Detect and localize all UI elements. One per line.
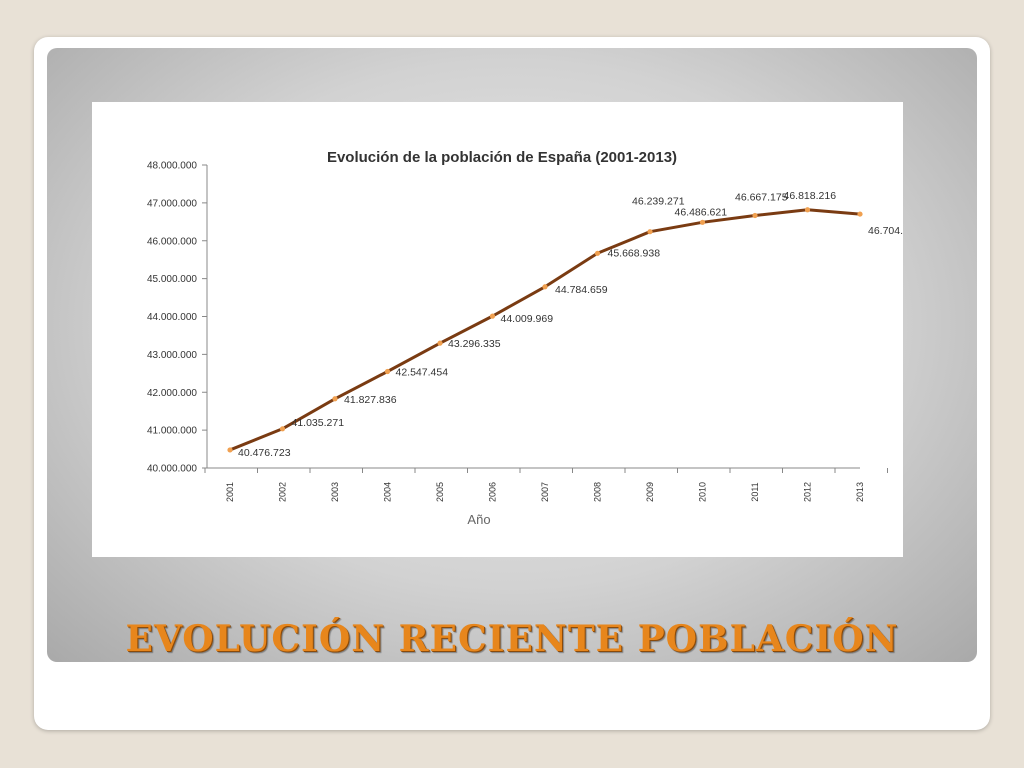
x-tick-label: 2011 xyxy=(750,482,760,501)
x-tick-label: 2007 xyxy=(540,482,550,502)
x-tick-label: 2002 xyxy=(278,482,288,502)
series-points-group xyxy=(227,207,863,453)
y-tick-label: 45.000.000 xyxy=(147,274,197,285)
x-tick-label: 2004 xyxy=(383,482,393,502)
data-label: 46.239.271 xyxy=(632,196,685,208)
x-tick-label: 2010 xyxy=(698,482,708,502)
data-label: 46.818.216 xyxy=(784,190,837,202)
data-point xyxy=(699,219,706,225)
data-point xyxy=(437,340,443,346)
chart-container: Evolución de la población de España (200… xyxy=(92,102,903,557)
x-tick-label: 2001 xyxy=(225,482,235,502)
data-label: 46.667.175 xyxy=(735,191,788,203)
data-label: 45.668.938 xyxy=(608,247,661,259)
y-tick-label: 47.000.000 xyxy=(147,198,197,209)
x-tick-label: 2005 xyxy=(435,482,445,502)
data-point xyxy=(542,284,548,290)
y-tick-label: 41.000.000 xyxy=(147,426,197,437)
x-tick-label: 2008 xyxy=(593,482,603,502)
y-tick-label: 48.000.000 xyxy=(147,161,197,172)
data-point xyxy=(594,250,601,256)
data-label: 44.009.969 xyxy=(501,313,554,325)
y-tick-label: 46.000.000 xyxy=(147,236,197,247)
x-axis-title: Año xyxy=(467,512,490,527)
data-point xyxy=(857,211,863,217)
data-point xyxy=(279,426,286,432)
y-axis: 40.000.000 41.000.000 42.000.000 43.000.000… xyxy=(147,161,208,475)
data-labels-group: 40.476.723 41.035.271 41.827.836 42.547.454… xyxy=(238,190,903,459)
data-point xyxy=(332,396,338,402)
data-point xyxy=(489,313,496,319)
data-label: 44.784.659 xyxy=(555,284,608,296)
data-point xyxy=(384,368,391,375)
chart-title: Evolución de la población de España (200… xyxy=(327,149,677,166)
x-tick-label: 2003 xyxy=(330,482,340,502)
x-tick-label: 2006 xyxy=(488,482,498,502)
y-tick-label: 43.000.000 xyxy=(147,350,197,361)
series-line-group xyxy=(229,208,861,452)
y-tick-label: 44.000.000 xyxy=(147,312,197,323)
x-axis: 2001 2002 2003 2004 2005 2006 2007 2008 2009 2010… xyxy=(204,467,888,502)
data-label: 46.486.621 xyxy=(675,206,728,218)
data-label: 41.827.836 xyxy=(344,394,397,406)
slide-title: EVOLUCIÓN RECIENTE POBLACIÓN xyxy=(125,618,899,660)
x-tick-label: 2013 xyxy=(855,482,865,502)
x-tick-label: 2012 xyxy=(803,482,813,502)
data-point xyxy=(804,207,811,213)
data-label: 43.296.335 xyxy=(448,338,501,350)
data-label: 40.476.723 xyxy=(238,447,291,459)
data-label: 41.035.271 xyxy=(292,417,345,429)
data-point xyxy=(752,212,758,219)
data-point xyxy=(647,229,653,235)
y-tick-label: 42.000.000 xyxy=(147,388,197,399)
data-point xyxy=(227,447,233,453)
x-tick-label: 2009 xyxy=(645,482,655,502)
y-tick-label: 40.000.000 xyxy=(147,464,197,475)
data-label: 42.547.454 xyxy=(396,367,449,379)
series-line xyxy=(229,208,861,452)
population-line-chart: Evolución de la población de España (200… xyxy=(147,149,903,527)
data-label: 46.704.314 xyxy=(868,225,903,237)
